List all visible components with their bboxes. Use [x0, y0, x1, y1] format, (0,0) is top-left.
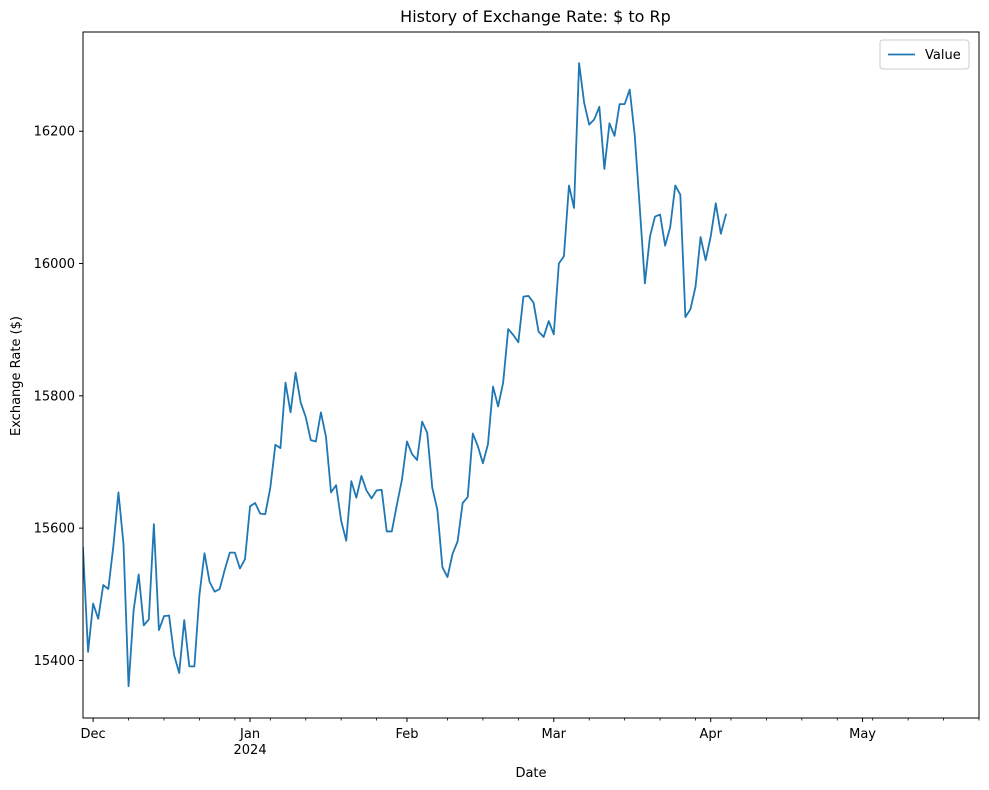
x-tick-sublabel: 2024	[234, 743, 267, 758]
y-tick-label: 15600	[34, 522, 75, 537]
series-line	[83, 62, 727, 688]
chart-title: History of Exchange Rate: $ to Rp	[400, 7, 671, 26]
x-tick-label: May	[849, 727, 876, 742]
y-tick-label: 15400	[34, 654, 75, 669]
x-axis-label: Date	[515, 766, 546, 781]
x-tick-label: Mar	[542, 727, 567, 742]
y-tick-label: 15800	[34, 389, 75, 404]
plot-frame	[82, 31, 980, 719]
x-tick-label: Jan	[239, 727, 260, 742]
x-tick-label: Feb	[395, 727, 418, 742]
legend: Value	[879, 39, 970, 70]
x-tick-label: Dec	[81, 727, 106, 742]
y-tick-label: 16200	[34, 125, 75, 140]
y-axis: 15400 15600 15800 16000 16200	[34, 125, 83, 669]
y-tick-label: 16000	[34, 257, 75, 272]
y-axis-label: Exchange Rate ($)	[9, 316, 24, 436]
legend-label: Value	[925, 48, 961, 63]
plot-area	[83, 62, 727, 688]
x-tick-label: Apr	[699, 727, 722, 742]
legend-box	[879, 39, 970, 70]
